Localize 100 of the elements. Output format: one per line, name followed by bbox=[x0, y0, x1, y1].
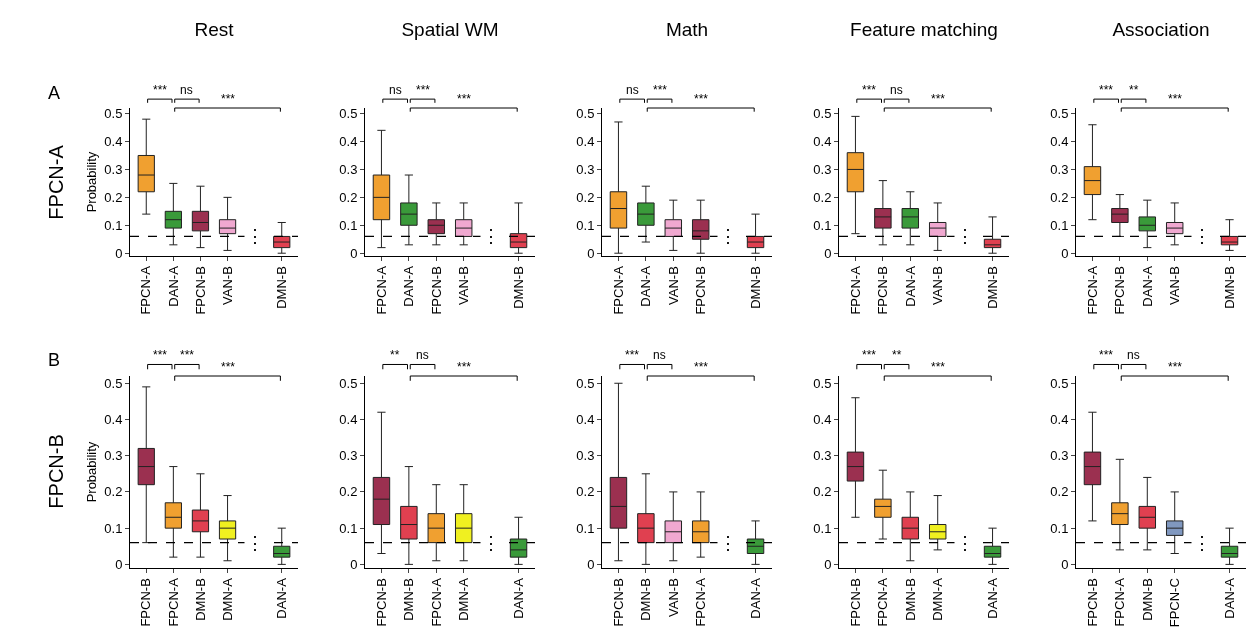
text: *** bbox=[457, 360, 472, 374]
text: ns bbox=[1127, 348, 1140, 362]
y-axis-title: Probability bbox=[84, 441, 100, 503]
x-tick-label: DAN-A bbox=[273, 577, 289, 619]
y-tick-label: 0.5 bbox=[339, 106, 358, 122]
y-tick-label: 0 bbox=[587, 556, 595, 572]
y-tick-label: 0.4 bbox=[339, 412, 358, 428]
x-tick-label: DMN-B bbox=[1221, 266, 1237, 309]
y-tick-label: 0.3 bbox=[339, 161, 358, 177]
x-tick-label: VAN-B bbox=[219, 266, 235, 305]
y-tick-label: 0.2 bbox=[339, 189, 358, 205]
y-tick-label: 0 bbox=[1061, 245, 1069, 261]
y-tick-label: 0.1 bbox=[576, 217, 595, 233]
y-tick-label: 0.1 bbox=[339, 520, 358, 536]
x-tick-label: FPCN-A bbox=[165, 577, 181, 627]
y-tick-label: 0.5 bbox=[1050, 106, 1069, 122]
text: ns bbox=[416, 348, 429, 362]
x-tick-label: VAN-B bbox=[665, 266, 681, 305]
y-tick-label: 0.2 bbox=[813, 484, 832, 500]
x-tick-label: DMN-B bbox=[401, 578, 417, 621]
annotation: ⋮ bbox=[246, 226, 264, 246]
y-tick-label: 0 bbox=[824, 556, 832, 572]
annotation: ⋮ bbox=[482, 226, 500, 246]
x-tick-label: FPCN-A bbox=[1112, 577, 1128, 627]
y-tick-label: 0.3 bbox=[576, 161, 595, 177]
x-tick-label: DAN-A bbox=[902, 265, 918, 307]
x-tick-label: FPCN-B bbox=[1084, 578, 1100, 627]
y-tick-label: 0.4 bbox=[339, 134, 358, 150]
y-tick-label: 0.5 bbox=[104, 375, 123, 391]
text: ** bbox=[1129, 83, 1139, 97]
y-tick-label: 0 bbox=[350, 245, 358, 261]
chart-title: Spatial WM bbox=[401, 18, 499, 40]
text: *** bbox=[153, 83, 168, 97]
x-tick-label: DMN-A bbox=[455, 577, 471, 621]
text: B bbox=[48, 350, 61, 370]
y-tick-label: 0.3 bbox=[813, 161, 832, 177]
x-tick-label: FPCN-A bbox=[847, 265, 863, 315]
y-tick-label: 0.1 bbox=[1050, 520, 1069, 536]
x-tick-label: FPCN-B bbox=[610, 578, 626, 627]
x-tick-label: FPCN-B bbox=[138, 578, 154, 627]
y-tick-label: 0.5 bbox=[576, 106, 595, 122]
y-tick-label: 0.4 bbox=[576, 412, 595, 428]
y-tick-label: 0.3 bbox=[339, 448, 358, 464]
chart-title: Rest bbox=[194, 18, 235, 40]
y-tick-label: 0.3 bbox=[813, 448, 832, 464]
text: FPCN-A bbox=[44, 144, 67, 220]
y-tick-label: 0 bbox=[115, 556, 123, 572]
y-tick-label: 0.5 bbox=[104, 106, 123, 122]
y-tick-label: 0.1 bbox=[813, 520, 832, 536]
y-tick-label: 0.2 bbox=[104, 189, 123, 205]
y-tick-label: 0.2 bbox=[1050, 189, 1069, 205]
x-tick-label: VAN-B bbox=[929, 266, 945, 305]
y-tick-label: 0.3 bbox=[1050, 448, 1069, 464]
text: *** bbox=[1168, 360, 1183, 374]
x-tick-label: DMN-B bbox=[1139, 578, 1155, 621]
text: *** bbox=[416, 83, 431, 97]
text: ** bbox=[892, 348, 902, 362]
text: *** bbox=[153, 348, 168, 362]
text: ns bbox=[890, 83, 903, 97]
x-tick-label: DMN-B bbox=[192, 578, 208, 621]
x-tick-label: FPCN-B bbox=[847, 578, 863, 627]
x-tick-label: VAN-B bbox=[665, 578, 681, 617]
x-tick-label: FPCN-C bbox=[1166, 578, 1182, 628]
y-tick-label: 0.1 bbox=[104, 217, 123, 233]
x-tick-label: FPCN-A bbox=[610, 265, 626, 315]
x-tick-label: DMN-B bbox=[902, 578, 918, 621]
x-tick-label: DMN-B bbox=[273, 266, 289, 309]
x-tick-label: DAN-A bbox=[1221, 577, 1237, 619]
x-tick-label: VAN-B bbox=[455, 266, 471, 305]
y-tick-label: 0 bbox=[350, 556, 358, 572]
text: *** bbox=[931, 92, 946, 106]
y-tick-label: 0.1 bbox=[104, 520, 123, 536]
x-tick-label: DMN-A bbox=[929, 577, 945, 621]
text: *** bbox=[1099, 348, 1114, 362]
text: ns bbox=[389, 83, 402, 97]
text: *** bbox=[931, 360, 946, 374]
x-tick-label: DMN-B bbox=[747, 266, 763, 309]
x-tick-label: FPCN-A bbox=[875, 577, 891, 627]
y-tick-label: 0.2 bbox=[576, 189, 595, 205]
y-tick-label: 0.3 bbox=[576, 448, 595, 464]
x-tick-label: FPCN-B bbox=[428, 266, 444, 315]
y-tick-label: 0 bbox=[824, 245, 832, 261]
text: *** bbox=[221, 92, 236, 106]
y-tick-label: 0.5 bbox=[813, 375, 832, 391]
y-tick-label: 0.1 bbox=[1050, 217, 1069, 233]
text: *** bbox=[862, 83, 877, 97]
y-tick-label: 0.2 bbox=[576, 484, 595, 500]
annotation: ⋮ bbox=[482, 533, 500, 553]
y-tick-label: 0.4 bbox=[104, 412, 123, 428]
y-tick-label: 0.5 bbox=[813, 106, 832, 122]
annotation: ⋮ bbox=[719, 226, 737, 246]
y-tick-label: 0.2 bbox=[813, 189, 832, 205]
y-axis-title: Probability bbox=[84, 151, 100, 213]
x-tick-label: FPCN-A bbox=[1084, 265, 1100, 315]
y-tick-label: 0.5 bbox=[1050, 375, 1069, 391]
text: FPCN-B bbox=[44, 434, 67, 509]
annotation: ⋮ bbox=[1193, 226, 1211, 246]
y-tick-label: 0.4 bbox=[576, 134, 595, 150]
x-tick-label: FPCN-B bbox=[192, 266, 208, 315]
annotation: ⋮ bbox=[956, 226, 974, 246]
